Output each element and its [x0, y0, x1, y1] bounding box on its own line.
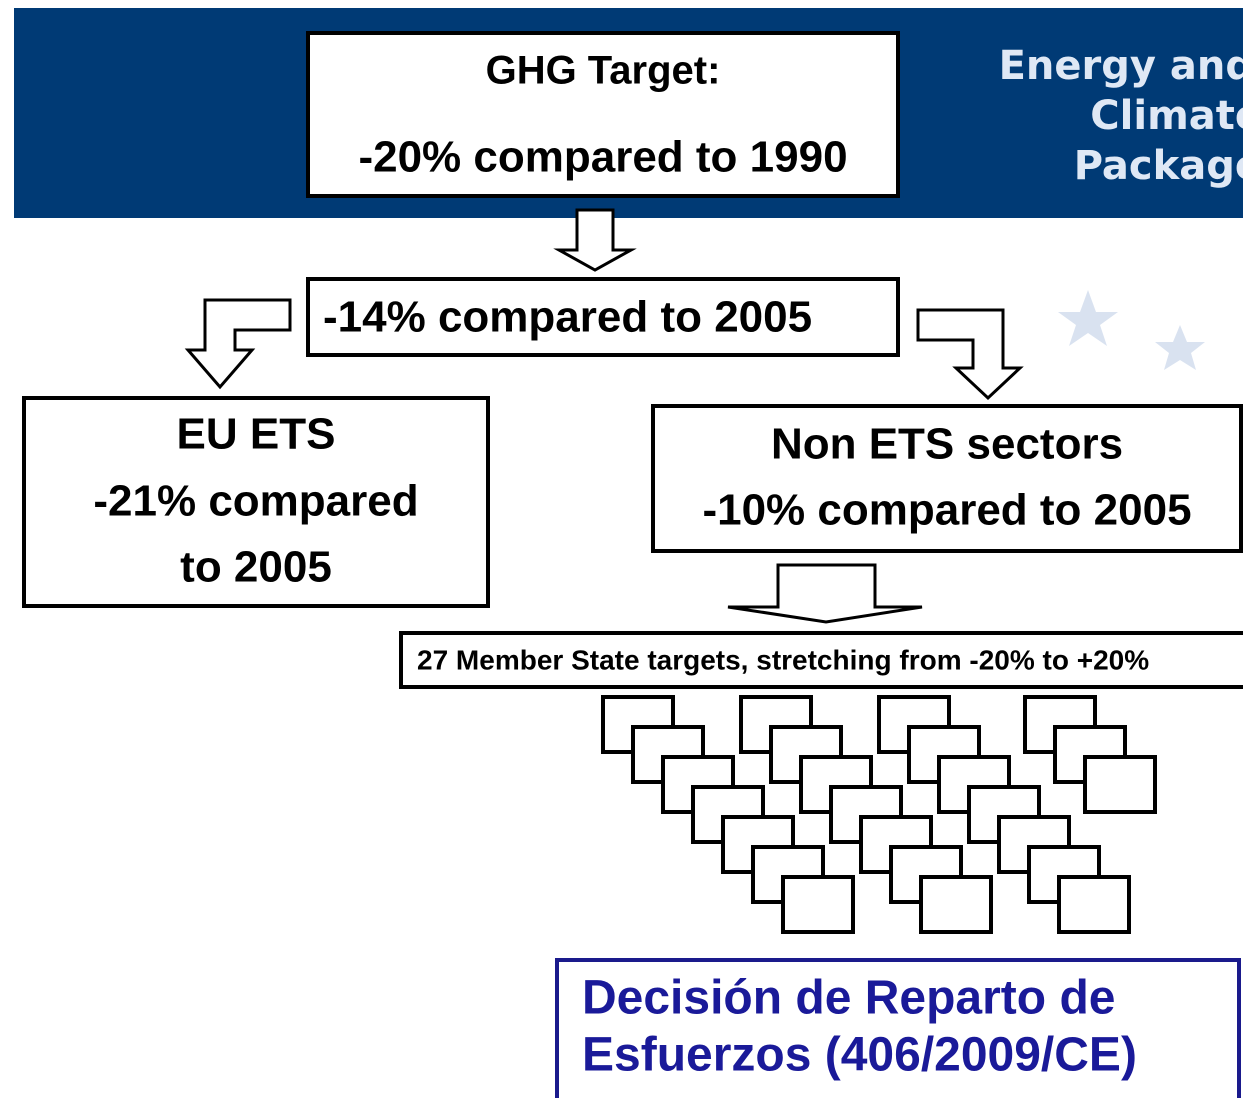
- banner-line: Energy and: [999, 43, 1243, 89]
- member-state-box: [781, 875, 855, 934]
- member-state-boxes: [601, 695, 1157, 934]
- ets-box: [22, 396, 490, 608]
- non-ets-title: Non ETS sectors: [771, 420, 1123, 469]
- ets-title: EU ETS: [177, 410, 336, 459]
- footer-box: [555, 958, 1241, 1098]
- total-target: -14% compared to 2005: [323, 293, 812, 342]
- non-ets-target: -10% compared to 2005: [702, 486, 1191, 535]
- arrow-right: [916, 308, 1024, 401]
- ghg-box: [306, 31, 900, 198]
- footer-line: Decisión de Reparto de: [582, 972, 1115, 1025]
- ghg-title: GHG Target:: [486, 49, 721, 93]
- ghg-target: -20% compared to 1990: [358, 133, 847, 182]
- banner-title: Energy and Climate Package: [999, 43, 1243, 189]
- non-ets-box: [651, 404, 1243, 553]
- member-states-box: [399, 631, 1243, 689]
- member-state-box: [919, 875, 993, 934]
- total-box: [306, 277, 900, 357]
- banner-line: Climate: [1090, 93, 1243, 139]
- member-states-label: 27 Member State targets, stretching from…: [417, 644, 1149, 675]
- ets-target: -21% compared: [93, 477, 418, 526]
- member-state-box: [1083, 755, 1157, 814]
- arrow-down: [553, 208, 637, 272]
- footer-line: Esfuerzos (406/2009/CE): [582, 1029, 1137, 1082]
- arrow-left: [184, 298, 292, 390]
- arrow-down-wide: [727, 563, 923, 624]
- member-state-box: [1057, 875, 1131, 934]
- banner-line: Package: [1074, 143, 1243, 189]
- ets-target: to 2005: [180, 543, 332, 592]
- background-stars: [1058, 290, 1205, 370]
